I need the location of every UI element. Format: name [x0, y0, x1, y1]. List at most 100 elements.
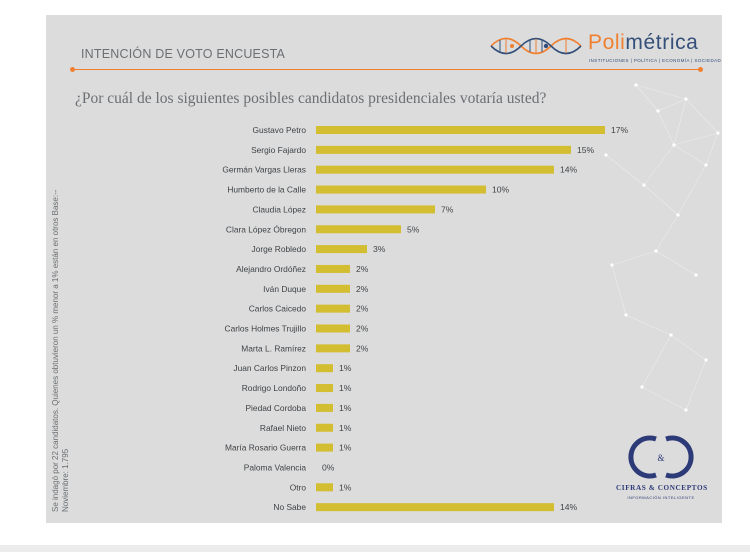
network-line [685, 98, 719, 134]
footer-bar [0, 545, 750, 552]
network-dot [704, 358, 708, 362]
bar [316, 344, 350, 353]
network-line [705, 132, 719, 166]
value-label: 3% [373, 244, 386, 254]
network-line [643, 144, 675, 186]
bar [316, 225, 401, 234]
background-network-decoration [604, 83, 720, 412]
value-label: 17% [611, 125, 629, 135]
network-dot [634, 83, 638, 87]
category-label: Piedad Cordoba [245, 403, 306, 413]
brand-name-part2: métrica [625, 31, 699, 54]
header-title: INTENCIÓN DE VOTO ENCUESTA [81, 47, 286, 61]
bar [316, 304, 350, 313]
network-line [635, 84, 687, 100]
value-label: 5% [407, 224, 420, 234]
bar [316, 324, 350, 333]
divider-dot-left [70, 67, 75, 72]
network-dot [610, 263, 614, 267]
category-label: Sergio Fajardo [251, 145, 306, 155]
network-dot [676, 213, 680, 217]
bar [316, 364, 333, 373]
cc-monogram-icon: & [628, 435, 694, 479]
category-label: Otro [290, 482, 307, 492]
category-label: Iván Duque [263, 284, 306, 294]
value-label: 1% [339, 403, 352, 413]
bar [316, 503, 554, 512]
bar [316, 423, 333, 432]
network-line [657, 110, 675, 146]
header-divider [73, 69, 701, 70]
network-dot [694, 273, 698, 277]
bar [316, 205, 435, 214]
partner-tagline: INFORMACIÓN INTELIGENTE [627, 495, 695, 500]
bar [316, 145, 571, 154]
category-label: Jorge Robledo [252, 244, 307, 254]
category-label: María Rosario Guerra [225, 443, 306, 453]
network-line [641, 334, 672, 388]
network-line [641, 386, 687, 411]
category-label: Carlos Holmes Trujillo [225, 324, 307, 334]
category-label: Gustavo Petro [252, 125, 306, 135]
network-line [625, 314, 672, 336]
network-dot [642, 183, 646, 187]
bar-chart: Gustavo Petro 17% Sergio Fajardo 15% Germán … [222, 125, 629, 512]
dna-helix-icon [490, 37, 582, 55]
polimetrica-logo: Polimétrica INSTITUCIONES | POLÍTICA | E… [486, 29, 721, 73]
value-label: 1% [339, 443, 352, 453]
network-dot [604, 153, 608, 157]
category-label: Germán Vargas Lleras [222, 165, 306, 175]
value-label: 15% [577, 145, 595, 155]
bar [316, 264, 350, 273]
category-label: Paloma Valencia [244, 462, 307, 472]
network-line [655, 250, 697, 276]
brand-name: Polimétrica [588, 31, 698, 55]
divider-dot-right [698, 67, 703, 72]
value-label: 2% [356, 324, 369, 334]
category-label: Juan Carlos Pinzon [233, 363, 306, 373]
partner-name: CIFRAS & CONCEPTOS [616, 484, 708, 492]
network-dot [716, 131, 720, 135]
network-line [611, 264, 627, 316]
network-line [677, 164, 707, 216]
category-label: Alejandro Ordóñez [236, 264, 306, 274]
value-label: 7% [441, 204, 454, 214]
value-label: 1% [339, 383, 352, 393]
brand-tagline: INSTITUCIONES | POLÍTICA | ECONOMÍA | SO… [589, 58, 722, 63]
brand-name-part1: Poli [588, 31, 626, 54]
network-line [655, 214, 679, 252]
value-label: 1% [339, 482, 352, 492]
network-line [673, 132, 719, 146]
value-label: 2% [356, 264, 369, 274]
slide: INTENCIÓN DE VOTO ENCUESTA Polimétrica I… [46, 15, 722, 523]
network-line [673, 98, 687, 146]
value-label: 1% [339, 423, 352, 433]
network-line [643, 184, 679, 216]
category-label: Claudia López [252, 204, 306, 214]
bar [316, 245, 367, 254]
network-dot [669, 333, 673, 337]
network-dot [672, 143, 676, 147]
network-dot [640, 385, 644, 389]
network-line [670, 334, 707, 361]
network-dot [684, 408, 688, 412]
network-line [605, 154, 645, 186]
network-dot [704, 163, 708, 167]
value-label: 2% [356, 304, 369, 314]
category-label: Rafael Nieto [260, 423, 306, 433]
bar [316, 403, 333, 412]
network-dot [654, 249, 658, 253]
category-label: No Sabe [273, 502, 306, 512]
bar [316, 384, 333, 393]
value-label: 1% [339, 363, 352, 373]
network-line [611, 250, 657, 266]
value-label: 10% [492, 185, 510, 195]
category-label: Rodrigo Londoño [242, 383, 307, 393]
bar [316, 483, 333, 492]
value-label: 2% [356, 343, 369, 353]
svg-text:&: & [657, 453, 664, 463]
bar [316, 443, 333, 452]
network-line [673, 144, 707, 166]
network-line [635, 84, 659, 112]
value-label: 2% [356, 284, 369, 294]
